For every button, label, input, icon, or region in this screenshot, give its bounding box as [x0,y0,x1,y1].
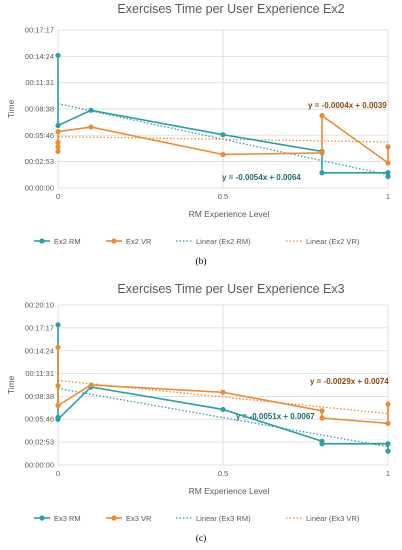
data-point [319,441,325,447]
y-tick-label: 00:17:17 [25,323,54,332]
legend-label: Linear (Ex2 VR) [306,237,360,246]
data-point [55,52,61,59]
data-point [385,448,391,454]
data-point [385,144,391,150]
data-point [319,408,325,414]
y-axis-title: Time [6,375,16,394]
y-tick-label: 00:20:10 [25,301,54,310]
data-point [55,383,61,389]
x-tick-label: 0.5 [218,469,228,478]
data-point [319,150,325,156]
trendline-equation: y = -0.0054x + 0.0064 [222,173,301,182]
data-point [220,132,226,138]
y-tick-label: 00:08:38 [25,392,54,401]
legend-swatch-marker [111,515,117,521]
data-point [55,144,61,150]
data-point [319,170,325,176]
y-tick-label: 00:05:46 [25,415,54,424]
legend-item: Linear (Ex2 VR) [286,237,360,246]
x-tick-label: 0 [56,469,60,478]
chart-panel-ex2: Exercises Time per User Experience Ex2 00… [0,0,402,272]
data-point [319,113,325,119]
data-point [385,170,391,176]
data-point [55,402,61,409]
data-point [55,129,61,135]
data-point [55,416,61,422]
legend-item: Linear (Ex2 RM) [176,237,251,246]
y-tick-label: 00:08:38 [25,105,54,114]
data-point [220,151,226,158]
data-point [220,406,226,413]
chart-title: Exercises Time per User Experience Ex3 [117,282,344,296]
legend-label: Linear (Ex3 VR) [306,514,360,523]
x-tick-label: 0.5 [218,192,228,201]
data-point [385,401,391,407]
legend-label: Ex2 VR [126,237,152,246]
legend-swatch-marker [39,238,45,244]
legend-item: Linear (Ex3 RM) [176,514,251,523]
data-point [385,173,391,180]
chart-title: Exercises Time per User Experience Ex2 [117,2,344,16]
data-point [385,160,391,166]
chart-ex2: Exercises Time per User Experience Ex200… [6,2,391,267]
data-point [319,415,325,421]
y-tick-label: 00:05:46 [25,131,54,140]
data-point [55,344,61,350]
trendline-equation: y = -0.0029x + 0.0074 [310,377,389,386]
chart-panel-ex3: Exercises Time per User Experience Ex3 00… [0,277,402,550]
legend-label: Linear (Ex2 RM) [196,237,251,246]
trendline-equation: y = -0.0051x + 0.0067 [236,412,315,421]
legend-item: Ex3 RM [34,514,81,523]
y-tick-label: 00:02:53 [25,438,54,447]
figure-caption: (c) [196,533,207,544]
legend-label: Linear (Ex3 RM) [196,514,251,523]
legend-swatch-marker [111,238,117,244]
trendline-equation: y = -0.0004x + 0.0039 [308,101,387,110]
data-point [55,148,61,155]
x-axis-title: RM Experience Level [189,486,270,496]
data-point [55,139,61,145]
legend-item: Ex2 VR [106,237,152,246]
data-point [88,382,94,388]
figure-caption: (b) [195,256,206,267]
legend-label: Ex3 VR [126,514,152,523]
y-tick-label: 00:11:31 [25,369,54,378]
legend-item: Ex3 VR [106,514,152,523]
y-tick-label: 00:14:24 [25,52,54,61]
data-point [385,420,391,426]
legend-label: Ex2 RM [54,237,81,246]
y-tick-label: 00:00:00 [25,461,54,470]
chart-ex3: Exercises Time per User Experience Ex300… [6,282,391,544]
data-point [88,107,94,113]
legend-item: Ex2 RM [34,237,81,246]
y-tick-label: 00:00:00 [25,184,54,193]
legend-swatch-marker [39,515,45,521]
data-point [385,441,391,447]
data-point [88,124,94,130]
data-point [220,389,226,395]
x-tick-label: 0 [56,192,60,201]
legend-item: Linear (Ex3 VR) [286,514,360,523]
series-line-ex2-rm [57,55,389,177]
legend-label: Ex3 RM [54,514,81,523]
y-tick-label: 00:02:53 [25,157,54,166]
y-tick-label: 00:11:31 [25,78,54,87]
x-tick-label: 1 [386,469,390,478]
data-point [55,322,61,328]
trendline-linear-ex3-vr- [57,379,389,415]
trendline-linear-ex2-vr- [57,136,389,143]
x-axis-title: RM Experience Level [189,209,270,219]
y-tick-label: 00:14:24 [25,346,54,355]
y-axis-title: Time [6,99,16,118]
x-tick-label: 1 [386,192,390,201]
y-tick-label: 00:17:17 [25,26,54,35]
data-point [55,122,61,129]
